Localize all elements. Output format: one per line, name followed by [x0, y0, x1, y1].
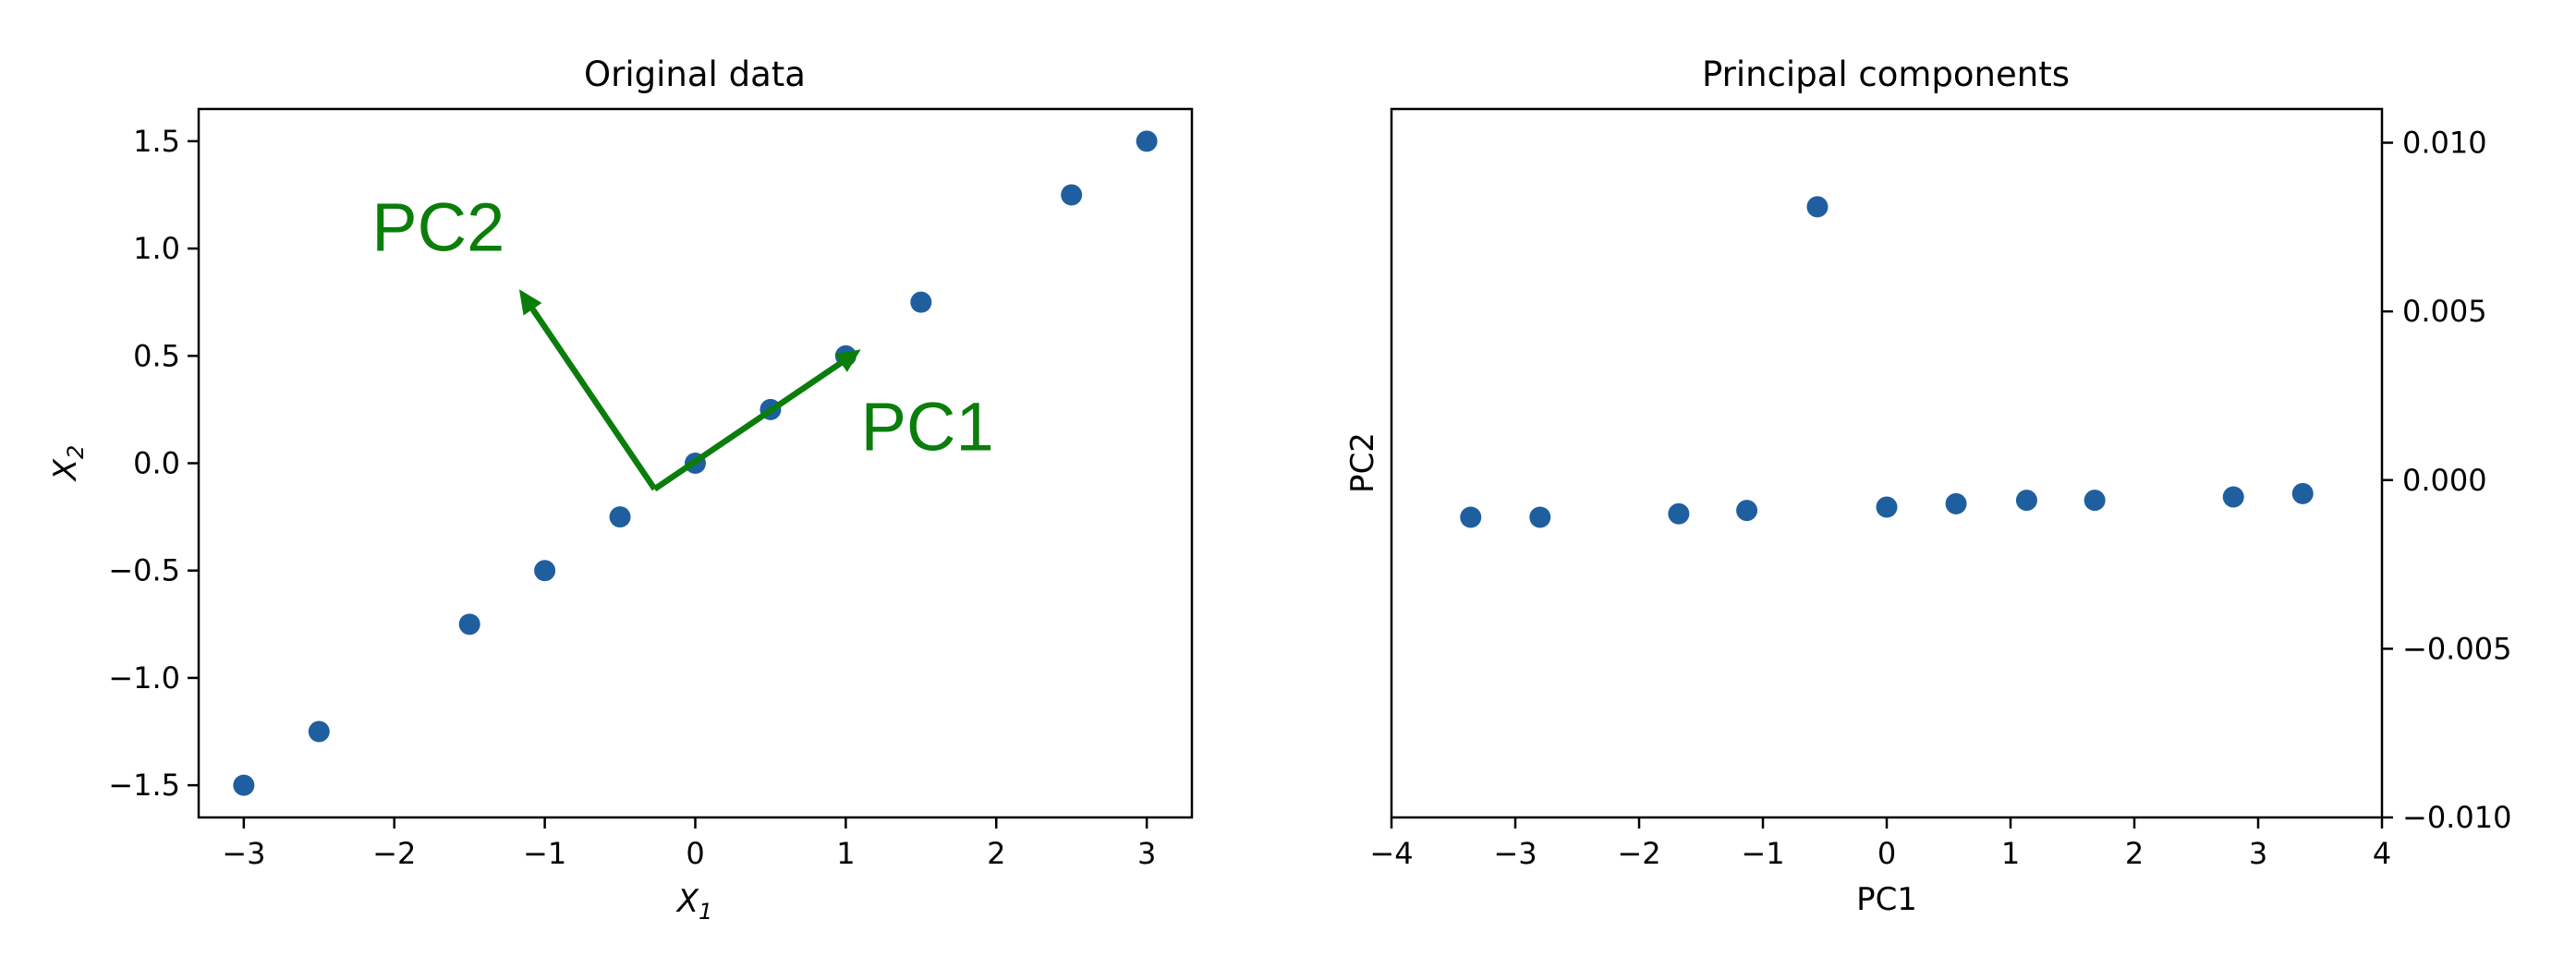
data-point	[308, 720, 330, 743]
y-tick-label: −0.010	[2402, 800, 2511, 835]
pc-arrow-shaft	[652, 360, 843, 492]
data-points	[1460, 196, 2314, 528]
y-tick-label: −0.5	[108, 553, 180, 588]
pc-arrow-label: PC1	[861, 389, 994, 466]
data-point	[1945, 492, 1967, 514]
y-tick-label: −1.5	[108, 768, 180, 803]
pc-arrow-shaft	[529, 307, 658, 491]
x-tick-label: 0	[686, 836, 704, 871]
x-axis-ticks: −4 −3 −2 −1 0 1 2 3 4	[1369, 817, 2391, 871]
y-tick-label: 1.5	[133, 124, 180, 159]
x-tick-label: 3	[2249, 836, 2267, 871]
y-axis-label: X2	[47, 445, 89, 483]
y-tick-label: 0.5	[133, 338, 180, 373]
principal-components-plot: Principal components −4 −3 −2 −1 0 1 2 3 4 0.010…	[1344, 54, 2511, 918]
x-tick-label: −3	[1493, 836, 1537, 871]
x-tick-label: 3	[1137, 836, 1156, 871]
data-point	[2291, 482, 2314, 504]
x-tick-label: −3	[222, 836, 265, 871]
y-tick-label: 0.000	[2402, 463, 2487, 498]
y-tick-label: 0.010	[2402, 126, 2487, 161]
data-point	[2084, 490, 2106, 512]
x-tick-label: 2	[2125, 836, 2144, 871]
x-axis-label: PC1	[1856, 881, 1917, 918]
x-axis-label: X1	[675, 883, 713, 925]
x-tick-label: −1	[1741, 836, 1784, 871]
x-tick-label: −4	[1369, 836, 1413, 871]
data-point	[1061, 184, 1083, 206]
y-axis-label: PC2	[1344, 432, 1381, 493]
x-tick-label: 1	[2001, 836, 2020, 871]
data-point	[2222, 486, 2244, 508]
pc-arrows: PC1 PC2	[371, 188, 994, 492]
x-tick-label: 1	[836, 836, 855, 871]
x-tick-label: 0	[1877, 836, 1896, 871]
data-point	[1736, 500, 1758, 522]
plot-frame	[197, 107, 1194, 819]
data-point	[233, 774, 255, 796]
chart-title: Original data	[584, 54, 806, 94]
original-data-plot: Original data PC1 PC2 −3 −2 −1 0 1 2 3 1.5 1.0 0.…	[47, 54, 1194, 925]
y-tick-label: −0.005	[2402, 631, 2511, 666]
pc-arrow-head	[518, 289, 542, 316]
y-axis-ticks: 0.010 0.005 0.000 −0.005 −0.010	[2382, 126, 2511, 835]
y-axis-ticks: 1.5 1.0 0.5 0.0 −0.5 −1.0 −1.5	[108, 124, 199, 803]
data-point	[534, 560, 556, 582]
y-tick-label: 0.0	[133, 446, 180, 481]
x-tick-label: −2	[372, 836, 416, 871]
y-tick-label: 1.0	[133, 231, 180, 266]
x-axis-ticks: −3 −2 −1 0 1 2 3	[222, 817, 1156, 871]
data-point	[1136, 130, 1158, 152]
data-point	[458, 613, 480, 635]
data-point	[910, 291, 932, 313]
y-tick-label: 0.005	[2402, 294, 2487, 329]
x-tick-label: 2	[987, 836, 1005, 871]
y-tick-label: −1.0	[108, 660, 180, 696]
data-point	[1668, 502, 1690, 525]
pc-arrow-label: PC2	[371, 188, 504, 265]
data-point	[609, 506, 631, 528]
pc-arrow-head	[834, 349, 861, 372]
data-point	[1806, 196, 1829, 218]
data-point	[1460, 506, 1482, 528]
x-tick-label: 4	[2373, 836, 2391, 871]
data-point	[1876, 496, 1898, 518]
x-tick-label: −1	[523, 836, 566, 871]
x-tick-label: −2	[1617, 836, 1660, 871]
data-point	[1529, 506, 1551, 528]
chart-title: Principal components	[1702, 54, 2070, 94]
data-point	[2015, 490, 2037, 512]
plot-frame	[1390, 107, 2384, 819]
